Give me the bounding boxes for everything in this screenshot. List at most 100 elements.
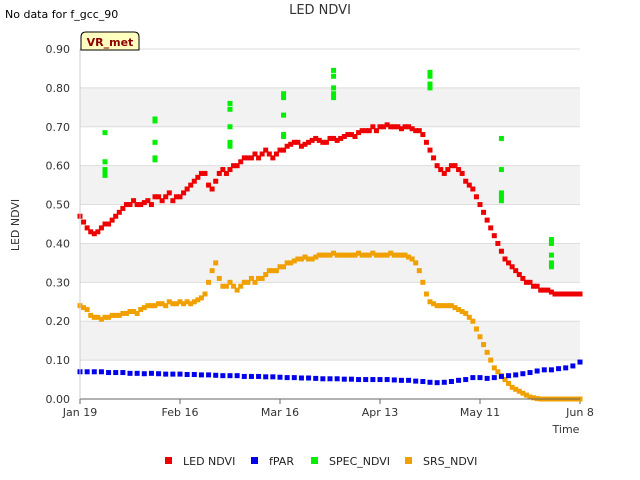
- data-point: [434, 303, 440, 309]
- legend-label: fPAR: [269, 455, 294, 468]
- data-point: [123, 202, 129, 208]
- data-point: [331, 95, 337, 101]
- data-point: [281, 112, 287, 118]
- data-point: [248, 373, 254, 379]
- data-point: [209, 268, 215, 274]
- data-point: [463, 310, 469, 316]
- data-point: [431, 155, 437, 161]
- data-point: [198, 372, 204, 378]
- data-point: [116, 312, 122, 318]
- data-point: [506, 260, 512, 266]
- data-point: [291, 139, 297, 145]
- data-point: [463, 377, 469, 383]
- data-point: [227, 139, 233, 145]
- data-point: [238, 159, 244, 165]
- data-point: [548, 252, 554, 258]
- data-point: [345, 252, 351, 258]
- legend-label: SRS_NDVI: [423, 455, 477, 468]
- data-point: [406, 377, 412, 383]
- data-point: [188, 301, 194, 307]
- plot-band: [80, 243, 580, 283]
- y-tick-label: 0.50: [46, 199, 71, 212]
- data-point: [98, 369, 104, 375]
- data-point: [223, 170, 229, 176]
- data-point: [231, 163, 237, 169]
- data-point: [395, 252, 401, 258]
- data-point: [120, 310, 126, 316]
- data-point: [545, 287, 551, 293]
- data-point: [256, 373, 262, 379]
- axes: [79, 49, 580, 400]
- data-point: [341, 376, 347, 382]
- data-point: [352, 252, 358, 258]
- data-point: [363, 252, 369, 258]
- data-point: [288, 260, 294, 266]
- data-point: [548, 289, 554, 295]
- data-point: [106, 370, 112, 376]
- data-point: [338, 252, 344, 258]
- data-point: [298, 256, 304, 262]
- data-point: [170, 198, 176, 204]
- data-point: [573, 291, 579, 297]
- data-point: [445, 303, 451, 309]
- data-point: [384, 122, 390, 128]
- data-point: [552, 291, 558, 297]
- data-point: [202, 291, 208, 297]
- data-point: [241, 279, 247, 285]
- data-point: [202, 170, 208, 176]
- data-point: [570, 291, 576, 297]
- data-point: [188, 182, 194, 188]
- data-point: [141, 200, 147, 206]
- data-point: [384, 377, 390, 383]
- data-point: [413, 260, 419, 266]
- data-point: [473, 326, 479, 332]
- y-axis-ticks: 0.00 0.10 0.20 0.30 0.40 0.50 0.60 0.70 0.80 0.90: [46, 43, 71, 406]
- data-point: [127, 370, 133, 376]
- y-tick-label: 0.70: [46, 121, 71, 134]
- data-point: [427, 85, 433, 91]
- data-point: [273, 268, 279, 274]
- data-point: [466, 314, 472, 320]
- data-point: [227, 167, 233, 173]
- data-point: [245, 279, 251, 285]
- data-point: [184, 372, 190, 377]
- data-point: [116, 209, 122, 215]
- x-tick-label: Mar 16: [261, 406, 299, 419]
- data-point: [513, 268, 519, 274]
- data-point: [231, 283, 237, 289]
- x-axis-label: Time: [552, 423, 580, 436]
- data-point: [513, 372, 519, 378]
- data-point: [420, 379, 426, 384]
- x-axis-ticks: Jan 19 Feb 16 Mar 16 Apr 13 May 11 Jun 8: [62, 399, 594, 419]
- data-point: [438, 303, 444, 309]
- plot-band: [80, 204, 580, 244]
- data-point: [213, 260, 219, 266]
- y-tick-label: 0.80: [46, 82, 71, 95]
- data-point: [263, 272, 269, 278]
- data-point: [198, 170, 204, 176]
- data-point: [238, 283, 244, 289]
- data-point: [295, 139, 301, 145]
- data-point: [516, 272, 522, 278]
- data-point: [513, 386, 519, 392]
- data-point: [502, 377, 508, 383]
- data-point: [484, 375, 490, 381]
- data-point: [388, 124, 394, 130]
- y-axis-label: LED NDVI: [9, 199, 22, 251]
- data-point: [498, 194, 504, 200]
- data-point: [173, 194, 179, 200]
- data-point: [523, 392, 529, 398]
- data-point: [134, 202, 140, 208]
- data-point: [148, 303, 154, 309]
- data-point: [138, 307, 144, 313]
- data-point: [241, 155, 247, 161]
- data-point: [498, 167, 504, 173]
- data-point: [206, 372, 212, 378]
- data-point: [488, 225, 494, 231]
- data-point: [109, 217, 115, 223]
- data-point: [227, 143, 233, 149]
- data-point: [227, 100, 233, 106]
- data-point: [177, 371, 183, 377]
- data-point: [227, 373, 233, 379]
- data-point: [281, 95, 287, 101]
